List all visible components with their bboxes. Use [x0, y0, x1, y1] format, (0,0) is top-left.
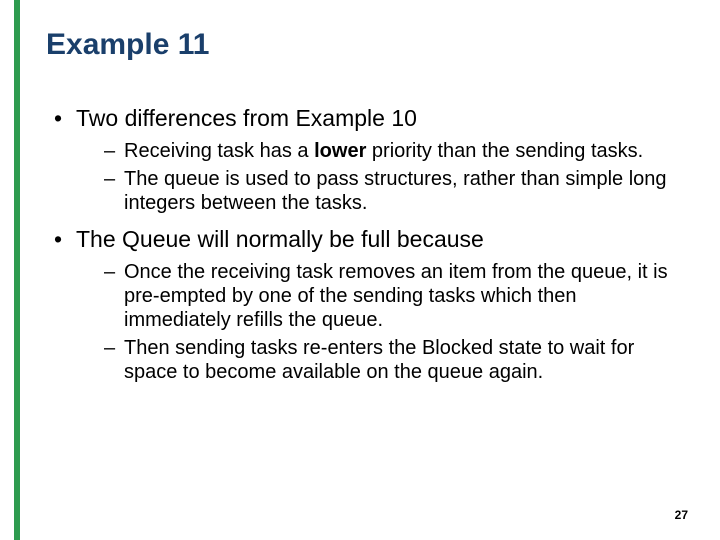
- bullet-1-text: Two differences from Example 10: [76, 105, 417, 131]
- slide-content: Example 11 Two differences from Example …: [20, 0, 720, 540]
- bullet-1-sub-1: Receiving task has a lower priority than…: [104, 139, 684, 163]
- bullet-1-sublist: Receiving task has a lower priority than…: [76, 139, 684, 215]
- page-number: 27: [675, 508, 688, 522]
- bullet-1-sub-2: The queue is used to pass structures, ra…: [104, 167, 684, 215]
- bullet-1-sub-1-pre: Receiving task has a: [124, 140, 314, 162]
- bullet-2: The Queue will normally be full because …: [52, 225, 684, 384]
- bullet-2-text: The Queue will normally be full because: [76, 226, 484, 252]
- bullet-2-sublist: Once the receiving task removes an item …: [76, 260, 684, 384]
- bullet-2-sub-1: Once the receiving task removes an item …: [104, 260, 684, 332]
- bullet-1-sub-1-bold: lower: [314, 140, 366, 162]
- bullet-1-sub-1-post: priority than the sending tasks.: [366, 140, 643, 162]
- bullet-2-sub-2: Then sending tasks re-enters the Blocked…: [104, 336, 684, 384]
- slide-title: Example 11: [46, 28, 684, 62]
- bullet-1: Two differences from Example 10 Receivin…: [52, 104, 684, 215]
- bullet-list: Two differences from Example 10 Receivin…: [46, 104, 684, 384]
